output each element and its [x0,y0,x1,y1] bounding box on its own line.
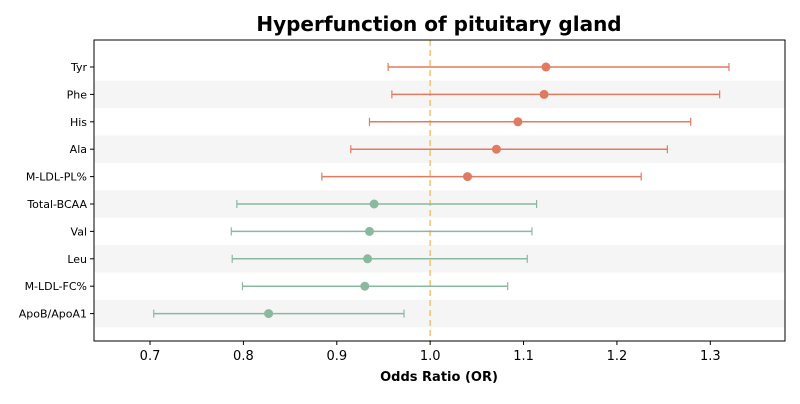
y-tick-label: Total-BCAA [26,198,87,211]
plot-frame [93,39,786,342]
x-axis: 0.7 0.8 0.9 1.0 1.1 1.2 1.3 [140,341,721,364]
chart-title: Hyperfunction of pituitary gland [256,12,621,36]
forest-row [236,199,538,209]
forest-row [153,309,405,319]
or-point [264,309,274,319]
forest-row [387,62,730,72]
x-tick-label: 1.0 [420,349,441,364]
x-tick-label: 0.9 [326,349,347,364]
y-tick-label: Tyr [70,61,88,74]
forest-row [350,144,668,154]
or-point [364,226,374,236]
or-point [463,172,473,182]
y-tick-label: Val [71,225,87,238]
x-tick-label: 1.1 [513,349,534,364]
y-tick-label: ApoB/ApoA1 [19,308,87,321]
x-tick-label: 0.8 [233,349,254,364]
forest-row [321,172,642,182]
or-point [491,144,501,154]
forest-row [391,89,721,99]
y-axis: Tyr Phe His Ala M-LDL-PL% Total-BCAA Val Leu M-L… [19,61,94,321]
or-point [369,199,379,209]
y-tick-label: Phe [67,88,88,101]
data-marks [153,62,730,319]
forest-row [368,117,692,127]
x-axis-label: Odds Ratio (OR) [380,370,498,385]
or-point [513,117,523,127]
x-tick-label: 1.3 [700,349,721,364]
y-tick-label: M-LDL-PL% [26,171,87,184]
x-tick-label: 0.7 [140,349,161,364]
y-tick-label: Leu [67,253,87,266]
forest-row [230,226,533,236]
or-point [541,62,551,72]
x-tick-label: 1.2 [607,349,628,364]
y-tick-label: M-LDL-FC% [25,280,87,293]
y-tick-label: His [70,116,87,129]
y-tick-label: Ala [70,143,87,156]
forest-row [231,254,528,264]
forest-row [241,281,509,291]
or-point [360,281,370,291]
or-point [363,254,373,264]
or-point [539,89,549,99]
